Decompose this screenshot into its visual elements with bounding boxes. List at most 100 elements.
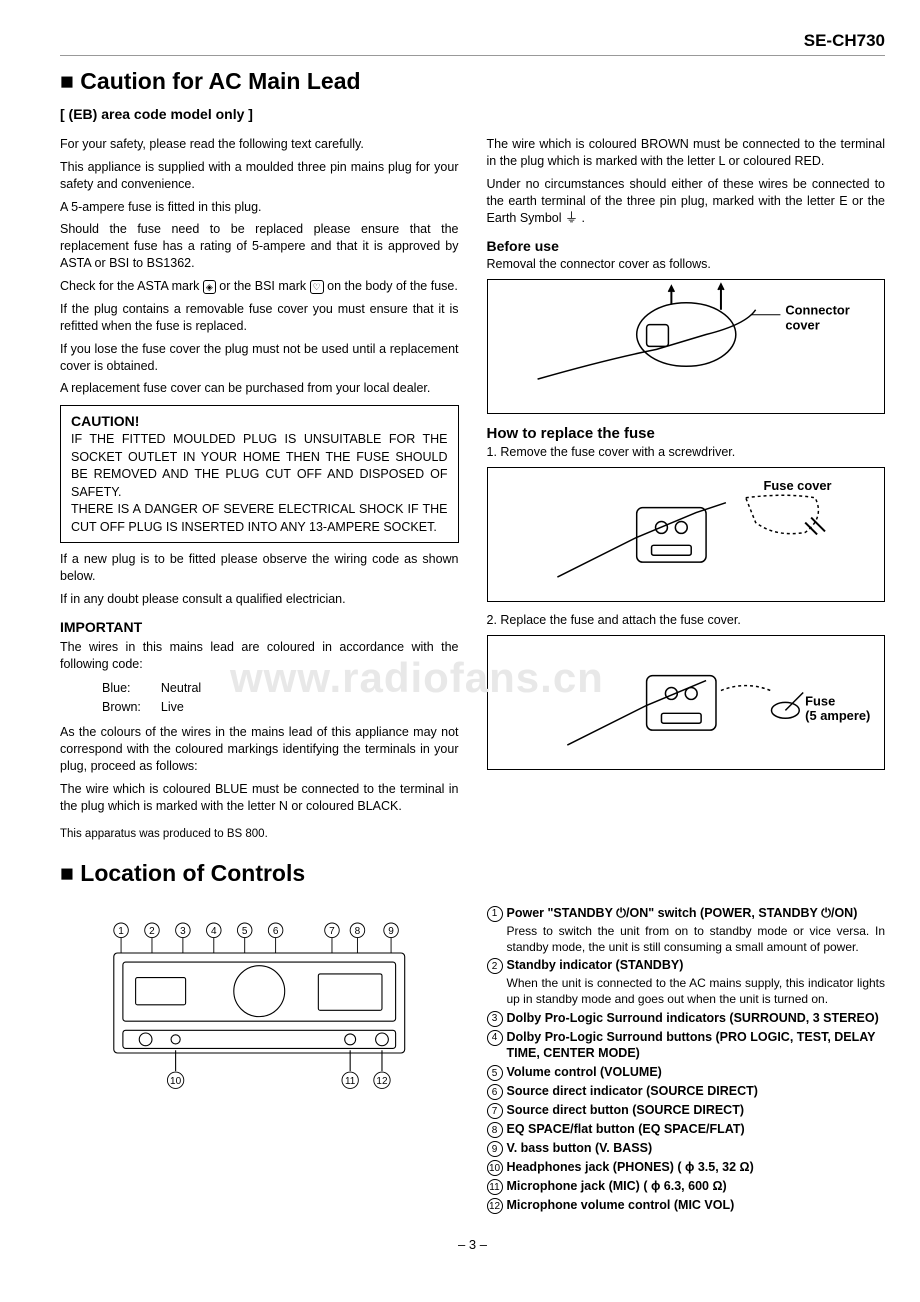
plug-info-2: A 5-ampere fuse is fitted in this plug. xyxy=(60,199,459,216)
replace-fuse-head: How to replace the fuse xyxy=(487,424,886,444)
control-number: 3 xyxy=(487,1011,503,1027)
control-item-9: 9 V. bass button (V. BASS) xyxy=(487,1140,886,1157)
control-number: 4 xyxy=(487,1030,503,1046)
control-number: 7 xyxy=(487,1103,503,1119)
control-body: Headphones jack (PHONES) ( ϕ 3.5, 32 Ω) xyxy=(507,1159,886,1176)
safety-intro: For your safety, please read the followi… xyxy=(60,136,459,153)
controls-diagram: 1 2 3 4 5 6 7 8 9 10 11 12 xyxy=(60,903,459,1103)
control-label: Volume control (VOLUME) xyxy=(507,1065,662,1079)
code-brown-val: Live xyxy=(161,699,201,716)
control-label: Dolby Pro-Logic Surround indicators (SUR… xyxy=(507,1011,879,1025)
control-number: 8 xyxy=(487,1122,503,1138)
svg-text:12: 12 xyxy=(376,1076,388,1087)
caution-box: CAUTION! IF THE FITTED MOULDED PLUG IS U… xyxy=(60,405,459,543)
wire-code-table: Blue:Neutral Brown:Live xyxy=(100,678,203,718)
connector-cover-svg: Connector cover xyxy=(488,280,885,414)
svg-text:cover: cover xyxy=(785,317,819,332)
control-body: Volume control (VOLUME) xyxy=(507,1064,886,1081)
svg-text:6: 6 xyxy=(273,926,279,937)
control-number: 12 xyxy=(487,1198,503,1214)
section-controls-title: Location of Controls xyxy=(60,858,885,889)
connector-cover-label: Connector xyxy=(785,302,849,317)
control-number: 10 xyxy=(487,1160,503,1176)
control-body: Source direct indicator (SOURCE DIRECT) xyxy=(507,1083,886,1100)
control-item-2: 2 Standby indicator (STANDBY) When the uni… xyxy=(487,957,886,1007)
control-item-5: 5 Volume control (VOLUME) xyxy=(487,1064,886,1081)
control-desc: Press to switch the unit from on to stan… xyxy=(507,923,886,955)
control-item-8: 8EQ SPACE/flat button (EQ SPACE/FLAT) xyxy=(487,1121,886,1138)
important-head: IMPORTANT xyxy=(60,618,459,637)
control-body: Dolby Pro-Logic Surround buttons (PRO LO… xyxy=(507,1029,886,1063)
wire-note-2: The wire which is coloured BLUE must be … xyxy=(60,781,459,815)
svg-text:(5 ampere): (5 ampere) xyxy=(805,708,870,723)
controls-list: 1 Power "STANDBY ⏻/ON" switch (POWER, STA… xyxy=(487,903,886,1216)
control-body: V. bass button (V. BASS) xyxy=(507,1140,886,1157)
control-item-12: 12 Microphone volume control (MIC VOL) xyxy=(487,1197,886,1214)
caution-box-body: IF THE FITTED MOULDED PLUG IS UNSUITABLE… xyxy=(71,431,448,536)
control-item-3: 3 Dolby Pro-Logic Surround indicators (SU… xyxy=(487,1010,886,1027)
control-label: Source direct button (SOURCE DIRECT) xyxy=(507,1103,745,1117)
mark-check: Check for the ASTA mark ◈ or the BSI mar… xyxy=(60,278,459,295)
mark-text-b: or the BSI mark xyxy=(219,279,309,293)
control-label: Standby indicator (STANDBY) xyxy=(507,958,684,972)
asta-mark-icon: ◈ xyxy=(203,280,216,294)
control-number: 5 xyxy=(487,1065,503,1081)
page-number: – 3 – xyxy=(60,1236,885,1254)
svg-text:1: 1 xyxy=(118,926,124,937)
controls-diagram-col: 1 2 3 4 5 6 7 8 9 10 11 12 xyxy=(60,903,459,1216)
connector-cover-diagram: Connector cover xyxy=(487,279,886,414)
fuse-replace-diagram: Fuse (5 ampere) xyxy=(487,635,886,770)
control-item-7: 7 Source direct button (SOURCE DIRECT) xyxy=(487,1102,886,1119)
control-label: Microphone volume control (MIC VOL) xyxy=(507,1198,735,1212)
control-item-10: 10 Headphones jack (PHONES) ( ϕ 3.5, 32 Ω… xyxy=(487,1159,886,1176)
earth-text-b: . xyxy=(582,211,585,225)
control-label: Microphone jack (MIC) ( ϕ 6.3, 600 Ω) xyxy=(507,1179,727,1193)
svg-text:3: 3 xyxy=(180,926,186,937)
new-plug-2: If in any doubt please consult a qualifi… xyxy=(60,591,459,608)
svg-text:4: 4 xyxy=(211,926,217,937)
replace-step-2: 2. Replace the fuse and attach the fuse … xyxy=(487,612,886,629)
wire-code-intro: The wires in this mains lead are coloure… xyxy=(60,639,459,673)
svg-text:Fuse: Fuse xyxy=(805,693,835,708)
earth-text-a: Under no circumstances should either of … xyxy=(487,177,886,226)
mark-text-c: on the body of the fuse. xyxy=(327,279,458,293)
svg-text:11: 11 xyxy=(345,1076,356,1087)
control-body: Microphone jack (MIC) ( ϕ 6.3, 600 Ω) xyxy=(507,1178,886,1195)
control-label: Source direct indicator (SOURCE DIRECT) xyxy=(507,1084,758,1098)
control-body: Power "STANDBY ⏻/ON" switch (POWER, STAN… xyxy=(507,905,886,955)
brown-wire: The wire which is coloured BROWN must be… xyxy=(487,136,886,170)
control-body: EQ SPACE/flat button (EQ SPACE/FLAT) xyxy=(507,1121,886,1138)
svg-text:10: 10 xyxy=(170,1076,182,1087)
section-caution-title: Caution for AC Main Lead xyxy=(60,66,885,97)
fuse-cover-2: If you lose the fuse cover the plug must… xyxy=(60,341,459,375)
control-number: 1 xyxy=(487,906,503,922)
control-item-6: 6 Source direct indicator (SOURCE DIRECT) xyxy=(487,1083,886,1100)
before-use-head: Before use xyxy=(487,237,886,256)
code-blue-val: Neutral xyxy=(161,680,201,697)
control-desc: When the unit is connected to the AC mai… xyxy=(507,975,886,1007)
plug-info-1: This appliance is supplied with a moulde… xyxy=(60,159,459,193)
replace-step-1: 1. Remove the fuse cover with a screwdri… xyxy=(487,444,886,461)
control-item-1: 1 Power "STANDBY ⏻/ON" switch (POWER, STA… xyxy=(487,905,886,955)
plug-info-3: Should the fuse need to be replaced plea… xyxy=(60,221,459,272)
control-number: 9 xyxy=(487,1141,503,1157)
control-label: Headphones jack (PHONES) ( ϕ 3.5, 32 Ω) xyxy=(507,1160,754,1174)
svg-text:9: 9 xyxy=(388,926,394,937)
control-body: Dolby Pro-Logic Surround indicators (SUR… xyxy=(507,1010,886,1027)
caution-left-column: For your safety, please read the followi… xyxy=(60,130,459,848)
code-blue-key: Blue: xyxy=(102,680,159,697)
fuse-cover-diagram: Fuse cover xyxy=(487,467,886,602)
control-number: 6 xyxy=(487,1084,503,1100)
bs800-note: This apparatus was produced to BS 800. xyxy=(60,827,459,843)
control-label: V. bass button (V. BASS) xyxy=(507,1141,653,1155)
svg-text:Fuse cover: Fuse cover xyxy=(763,478,831,493)
control-number: 2 xyxy=(487,958,503,974)
fuse-cover-1: If the plug contains a removable fuse co… xyxy=(60,301,459,335)
fuse-cover-3: A replacement fuse cover can be purchase… xyxy=(60,380,459,397)
code-brown-key: Brown: xyxy=(102,699,159,716)
control-body: Microphone volume control (MIC VOL) xyxy=(507,1197,886,1214)
svg-text:2: 2 xyxy=(149,926,155,937)
new-plug-1: If a new plug is to be fitted please obs… xyxy=(60,551,459,585)
control-label: Dolby Pro-Logic Surround buttons (PRO LO… xyxy=(507,1030,876,1061)
control-label: Power "STANDBY ⏻/ON" switch (POWER, STAN… xyxy=(507,906,858,920)
